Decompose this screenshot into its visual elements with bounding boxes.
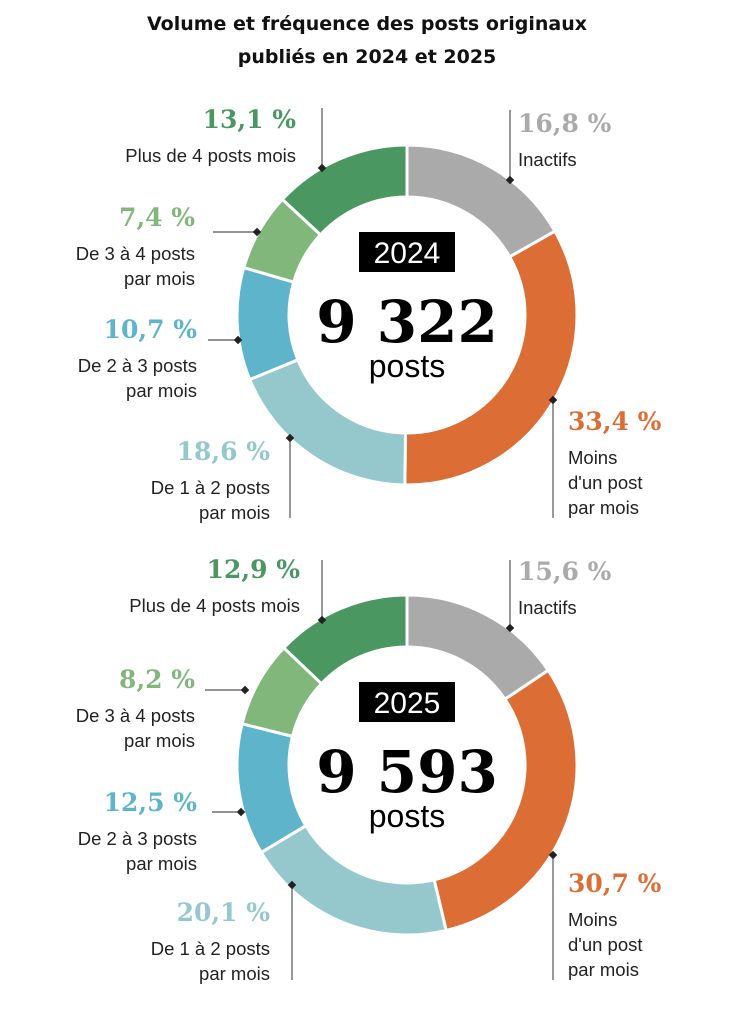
leader-dot xyxy=(548,850,558,860)
category-label: Moins xyxy=(568,909,617,930)
category-label: par mois xyxy=(124,268,195,289)
chart-title-line-2: publiés en 2024 et 2025 xyxy=(238,46,497,68)
category-label: De 2 à 3 posts xyxy=(78,828,197,849)
category-label: par mois xyxy=(199,963,270,984)
percent-label: 7,4 % xyxy=(119,203,195,232)
category-label: par mois xyxy=(568,959,639,980)
leader-dot xyxy=(285,433,295,443)
category-label: par mois xyxy=(568,497,639,518)
year-label: 2025 xyxy=(374,687,441,720)
category-label: Moins xyxy=(568,447,617,468)
donut-chart-2025: 15,6 % Inactifs 30,7 % Moins d'un post par mo… xyxy=(76,555,662,984)
category-label: d'un post xyxy=(568,934,643,955)
percent-label: 33,4 % xyxy=(568,407,662,436)
category-label: Inactifs xyxy=(518,597,577,618)
total-value: 9 593 xyxy=(316,738,498,806)
percent-label: 12,9 % xyxy=(207,555,301,584)
category-label: De 3 à 4 posts xyxy=(76,705,195,726)
percent-label: 10,7 % xyxy=(104,315,198,344)
category-label: De 2 à 3 posts xyxy=(78,355,197,376)
category-label: De 1 à 2 posts xyxy=(151,938,270,959)
percent-label: 12,5 % xyxy=(104,788,198,817)
percent-label: 8,2 % xyxy=(119,665,195,694)
percent-label: 20,1 % xyxy=(177,898,271,927)
leader-dot xyxy=(317,615,327,625)
percent-label: 15,6 % xyxy=(518,557,612,586)
category-label: De 1 à 2 posts xyxy=(151,477,270,498)
leader-dot xyxy=(317,163,327,173)
donut-segment-2025-3 xyxy=(235,721,308,855)
leader-dot xyxy=(287,880,297,890)
category-label: par mois xyxy=(124,730,195,751)
leader-dot xyxy=(548,395,558,405)
category-label: d'un post xyxy=(568,472,643,493)
leader-dot xyxy=(252,227,262,237)
year-badge xyxy=(359,232,455,272)
leader-dot xyxy=(233,335,243,345)
chart-title-line-1: Volume et fréquence des posts originaux xyxy=(147,13,587,35)
percent-label: 13,1 % xyxy=(203,105,297,134)
total-unit: posts xyxy=(369,798,445,834)
percent-label: 18,6 % xyxy=(177,437,271,466)
donut-segment-2025-1 xyxy=(432,668,579,933)
donut-segment-2024-5 xyxy=(280,143,409,237)
year-badge xyxy=(359,682,455,722)
total-value: 9 322 xyxy=(316,288,498,356)
category-label: Inactifs xyxy=(518,149,577,170)
total-unit: posts xyxy=(369,348,445,384)
category-label: par mois xyxy=(126,853,197,874)
donut-segment-2024-3 xyxy=(235,265,300,382)
category-label: Plus de 4 posts mois xyxy=(129,595,300,616)
category-label: De 3 à 4 posts xyxy=(76,243,195,264)
percent-label: 16,8 % xyxy=(518,109,612,138)
category-label: Plus de 4 posts mois xyxy=(125,145,296,166)
donut-segment-2024-1 xyxy=(403,229,579,487)
donut-segment-2025-5 xyxy=(281,593,409,686)
leader-dot xyxy=(240,685,250,695)
leader-dot xyxy=(505,623,515,633)
category-label: par mois xyxy=(126,380,197,401)
year-label: 2024 xyxy=(374,237,441,270)
category-label: par mois xyxy=(199,502,270,523)
donut-segment-2025-2 xyxy=(259,823,448,937)
donut-chart-2024: 16,8 % Inactifs 33,4 % Moins d'un post par mo… xyxy=(76,105,662,523)
percent-label: 30,7 % xyxy=(568,869,662,898)
